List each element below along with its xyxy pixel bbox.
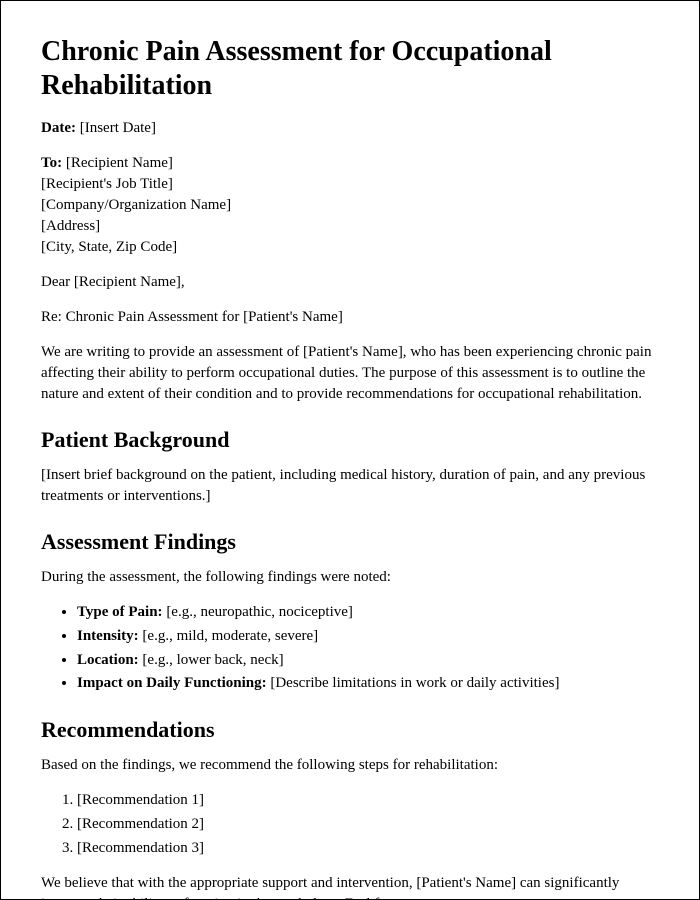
date-label: Date: [41,120,76,136]
list-item: Intensity: [e.g., mild, moderate, severe… [77,626,659,648]
findings-heading: Assessment Findings [41,529,659,555]
list-item: [Recommendation 3] [77,838,659,860]
recs-intro: Based on the findings, we recommend the … [41,755,659,776]
findings-list: Type of Pain: [e.g., neuropathic, nocice… [41,602,659,695]
to-org: [Company/Organization Name] [41,197,231,213]
to-name: [Recipient Name] [62,155,173,171]
background-heading: Patient Background [41,427,659,453]
finding-value: [e.g., lower back, neck] [139,652,284,668]
recs-list: [Recommendation 1] [Recommendation 2] [R… [41,790,659,859]
recipient-block: To: [Recipient Name] [Recipient's Job Ti… [41,153,659,258]
to-label: To: [41,155,62,171]
closing-paragraph: We believe that with the appropriate sup… [41,873,659,900]
background-body: [Insert brief background on the patient,… [41,465,659,507]
salutation: Dear [Recipient Name], [41,272,659,293]
list-item: [Recommendation 1] [77,790,659,812]
re-line: Re: Chronic Pain Assessment for [Patient… [41,307,659,328]
finding-value: [e.g., neuropathic, nociceptive] [163,604,353,620]
recs-heading: Recommendations [41,717,659,743]
finding-label: Location: [77,652,139,668]
intro-paragraph: We are writing to provide an assessment … [41,342,659,405]
list-item: Location: [e.g., lower back, neck] [77,650,659,672]
list-item: Impact on Daily Functioning: [Describe l… [77,673,659,695]
to-address: [Address] [41,218,100,234]
finding-value: [Describe limitations in work or daily a… [267,675,560,691]
date-value: [Insert Date] [76,120,156,136]
date-line: Date: [Insert Date] [41,118,659,139]
finding-value: [e.g., mild, moderate, severe] [139,628,319,644]
finding-label: Impact on Daily Functioning: [77,675,267,691]
finding-label: Type of Pain: [77,604,163,620]
finding-label: Intensity: [77,628,139,644]
page-title: Chronic Pain Assessment for Occupational… [41,35,659,102]
to-title: [Recipient's Job Title] [41,176,173,192]
document-page: Chronic Pain Assessment for Occupational… [0,0,700,900]
list-item: Type of Pain: [e.g., neuropathic, nocice… [77,602,659,624]
findings-intro: During the assessment, the following fin… [41,567,659,588]
list-item: [Recommendation 2] [77,814,659,836]
to-csz: [City, State, Zip Code] [41,239,177,255]
